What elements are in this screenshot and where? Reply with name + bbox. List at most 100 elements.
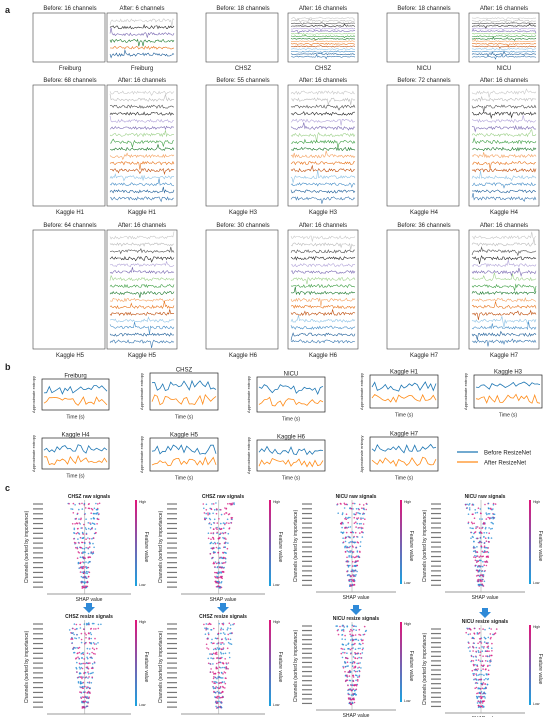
eeg-trace <box>109 260 175 268</box>
channel-tick-label <box>431 660 441 662</box>
shap-point <box>222 522 225 524</box>
shap-point <box>478 628 481 630</box>
shap-point <box>494 503 497 505</box>
shap-point <box>71 508 74 511</box>
shap-point <box>215 686 217 688</box>
shap-point <box>480 664 483 667</box>
shap-point <box>481 702 484 704</box>
shap-point <box>357 676 359 678</box>
shap-point <box>352 508 354 510</box>
shap-point <box>476 555 479 557</box>
after-box <box>106 229 178 350</box>
chart-title: Kaggle H6 <box>277 435 306 441</box>
shap-point <box>478 638 481 640</box>
shap-point <box>91 651 93 654</box>
shap-point <box>83 576 86 578</box>
shap-point <box>362 647 364 649</box>
channel-tick-label <box>431 508 441 510</box>
shap-point <box>219 661 222 664</box>
shap-point <box>472 504 475 506</box>
eeg-trace <box>290 132 356 143</box>
chart-title: CHSZ <box>176 368 193 374</box>
shap-point <box>204 627 206 629</box>
shap-point <box>479 565 482 568</box>
before-box <box>205 12 279 63</box>
shap-point <box>87 697 90 700</box>
shap-point <box>216 677 218 680</box>
shap-point <box>477 700 480 703</box>
shap-point <box>488 513 491 515</box>
shap-point <box>222 562 225 564</box>
shap-point <box>207 657 209 660</box>
shap-point <box>357 517 360 519</box>
panel-letter-b: b <box>5 362 11 372</box>
shap-point <box>80 697 83 700</box>
shap-point <box>76 522 79 525</box>
dataset-name-before: Kaggle H1 <box>56 210 85 216</box>
shap-point <box>355 508 358 510</box>
shap-point <box>347 570 349 572</box>
channel-tick-label <box>167 522 177 525</box>
eeg-trace <box>471 27 537 31</box>
eeg-trace <box>290 308 356 316</box>
shap-point <box>347 697 350 699</box>
shap-point <box>88 653 91 655</box>
shap-point <box>93 517 96 520</box>
shap-point <box>229 502 231 505</box>
channel-tick-label <box>167 581 177 583</box>
shap-point <box>76 547 79 550</box>
shap-point <box>85 518 87 520</box>
shap-point <box>477 507 480 510</box>
shap-point <box>87 503 90 506</box>
before-resizenet-series <box>258 445 324 456</box>
shap-point <box>349 541 352 543</box>
colorbar <box>529 625 531 705</box>
shap-point <box>89 672 92 675</box>
shap-point <box>222 647 225 649</box>
shap-point <box>210 538 212 540</box>
shap-point <box>221 557 223 560</box>
shap-point <box>212 542 214 545</box>
before-title: Before: 64 channels <box>43 223 96 229</box>
shap-point <box>354 652 356 654</box>
eeg-trace <box>290 53 356 56</box>
eeg-trace <box>109 143 175 151</box>
shap-point <box>473 633 476 635</box>
before-resizenet-series <box>43 444 108 454</box>
shap-point <box>81 587 84 589</box>
shap-point <box>341 634 343 636</box>
shap-point <box>213 642 215 644</box>
shap-point <box>223 566 225 569</box>
shap-point <box>357 639 360 642</box>
shap-point <box>359 652 362 655</box>
shap-point <box>486 683 489 686</box>
shap-point <box>85 581 87 583</box>
shap-point <box>229 642 231 645</box>
shap-point <box>210 508 213 511</box>
shap-point <box>212 648 215 651</box>
dataset-name-before: Freiburg <box>59 66 81 72</box>
shap-point <box>479 537 482 539</box>
shap-point <box>357 555 360 558</box>
shap-point <box>470 531 473 534</box>
shap-point <box>469 633 472 635</box>
shap-point <box>217 671 220 674</box>
shap-point <box>76 546 79 549</box>
shap-point <box>486 650 489 652</box>
shap-point <box>84 585 86 587</box>
shap-point <box>487 502 490 505</box>
shap-point <box>484 660 487 662</box>
shap-point <box>96 512 99 514</box>
after-box <box>468 229 540 350</box>
eeg-trace <box>471 272 537 282</box>
shap-point <box>97 503 99 505</box>
eeg-trace <box>471 309 537 320</box>
shap-point <box>76 671 78 673</box>
eeg-trace <box>290 50 356 55</box>
shap-point <box>83 523 85 526</box>
shap-point <box>220 513 223 516</box>
shap-point <box>220 667 222 669</box>
shap-point <box>217 561 220 564</box>
shap-point <box>87 522 90 524</box>
